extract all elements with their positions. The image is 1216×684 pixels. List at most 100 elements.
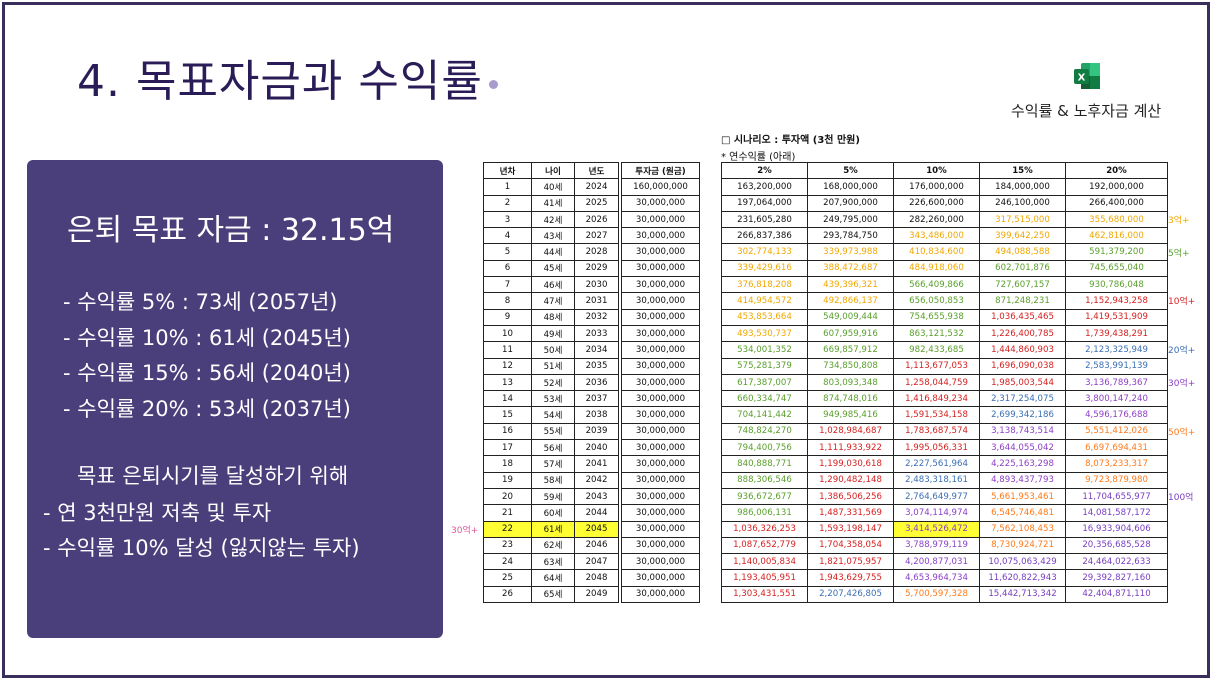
cell-value: 2,123,325,949	[1065, 341, 1168, 359]
cell-value: 2,317,254,075	[979, 390, 1066, 408]
cell-age: 43세	[531, 227, 575, 245]
title-text: 4. 목표자금과 수익률	[77, 56, 483, 107]
cell-value: 803,093,348	[807, 373, 894, 392]
cell-value: 15,442,713,342	[979, 585, 1066, 604]
cell-n: 3	[483, 210, 532, 229]
cell-value: 176,000,000	[893, 178, 980, 196]
table-row: 840,888,771 1,199,030,618 2,227,561,964 4,2…	[721, 455, 1168, 473]
table-row: 8 47세 2031	[483, 292, 619, 310]
cell-year: 2044	[574, 504, 619, 522]
table-row: 10 49세 2033	[483, 324, 619, 343]
table-row: 13 52세 2036	[483, 373, 619, 392]
table-row: 575,281,379 734,850,808 1,113,677,053 1,696…	[721, 357, 1168, 375]
aim-title: 목표 은퇴시기를 달성하기 위해	[77, 464, 349, 488]
table-row: 30,000,000	[621, 194, 700, 212]
cell-value: 1,226,400,785	[979, 324, 1066, 343]
cell-invest: 30,000,000	[621, 487, 700, 506]
header-invest: 투자금 (원금)	[621, 161, 700, 180]
cell-age: 59세	[531, 487, 575, 506]
scenario-subtitle: * 연수익률 (아래)	[721, 152, 796, 163]
table-row: 4 43세 2027	[483, 227, 619, 245]
table-row: 30,000,000	[621, 422, 700, 441]
cell-value: 2,583,991,139	[1065, 357, 1168, 375]
cell-value: 184,000,000	[979, 178, 1066, 196]
cell-value: 11,620,822,943	[979, 569, 1066, 587]
cell-value: 3,138,743,514	[979, 422, 1066, 441]
cell-value: 2,764,649,977	[893, 487, 980, 506]
cell-value: 1,985,003,544	[979, 373, 1066, 392]
rate-item: - 수익률 10% : 61세 (2045년)	[63, 325, 351, 350]
table-row: 748,824,270 1,028,984,687 1,783,687,574 3,1…	[721, 422, 1168, 441]
cell-age: 58세	[531, 471, 575, 489]
cell-n: 24	[483, 553, 532, 571]
cell-value: 4,653,964,734	[893, 569, 980, 587]
cell-n: 11	[483, 341, 532, 359]
cell-value: 949,985,416	[807, 406, 894, 424]
table-row: 1,193,405,951 1,943,629,755 4,653,964,734 1…	[721, 569, 1168, 587]
cell-invest: 30,000,000	[621, 259, 700, 278]
table-row: 1,036,326,253 1,593,198,147 3,414,526,472 7…	[721, 520, 1168, 538]
rates-list: - 수익률 5% : 73세 (2057년) - 수익률 10% : 61세 (…	[63, 285, 351, 427]
table-row: 30,000,000	[621, 406, 700, 424]
cell-value: 5,700,597,328	[893, 585, 980, 604]
aim-list: - 연 3천만원 저축 및 투자 - 수익률 10% 달성 (잃지않는 투자)	[43, 496, 360, 566]
cell-n: 9	[483, 308, 532, 326]
cell-n: 17	[483, 439, 532, 457]
table-row: 30,000,000	[621, 504, 700, 522]
excel-label[interactable]: 수익률 & 노후자금 계산	[1011, 102, 1162, 120]
invest-table: 투자금 (원금) 160,000,000 30,000,000 30,000,000…	[621, 161, 700, 604]
cell-value: 4,893,437,793	[979, 471, 1066, 489]
table-row: 534,001,352 669,857,912 982,433,685 1,444,8…	[721, 341, 1168, 359]
cell-value: 660,334,747	[721, 390, 808, 408]
cell-invest: 30,000,000	[621, 243, 700, 261]
cell-invest: 30,000,000	[621, 373, 700, 392]
cell-value: 5,551,412,026	[1065, 422, 1168, 441]
table-row: 30,000,000	[621, 243, 700, 261]
cell-year: 2042	[574, 471, 619, 489]
cell-value: 14,081,587,172	[1065, 504, 1168, 522]
returns-table: 2% 5% 10% 15% 20% 163,200,000 168,000,000…	[721, 161, 1168, 604]
cell-value: 494,088,588	[979, 243, 1066, 261]
table-row: 30,000,000	[621, 585, 700, 604]
cell-n: 14	[483, 390, 532, 408]
cell-value: 4,200,877,031	[893, 553, 980, 571]
cell-n: 8	[483, 292, 532, 310]
cell-value: 231,605,280	[721, 210, 808, 229]
cell-value: 29,392,827,160	[1065, 569, 1168, 587]
table-row: 231,605,280 249,795,000 282,260,000 317,515…	[721, 210, 1168, 229]
cell-year: 2037	[574, 390, 619, 408]
table-row: 376,818,208 439,396,321 566,409,866 727,607…	[721, 276, 1168, 294]
cell-year: 2030	[574, 276, 619, 294]
table-row: 660,334,747 874,748,016 1,416,849,234 2,317…	[721, 390, 1168, 408]
table-row: 2 41세 2025	[483, 194, 619, 212]
table-row: 30,000,000	[621, 259, 700, 278]
table-row: 16 55세 2039	[483, 422, 619, 441]
table-row: 30,000,000	[621, 276, 700, 294]
cell-year: 2045	[574, 520, 619, 538]
cell-value: 42,404,871,110	[1065, 585, 1168, 604]
cell-year: 2033	[574, 324, 619, 343]
cell-age: 41세	[531, 194, 575, 212]
cell-value: 863,121,532	[893, 324, 980, 343]
cell-value: 727,607,157	[979, 276, 1066, 294]
cell-age: 54세	[531, 406, 575, 424]
cell-value: 1,036,326,253	[721, 520, 808, 538]
tier-mark: 20억+	[1168, 346, 1196, 357]
table-row: 30,000,000	[621, 487, 700, 506]
table-row: 414,954,572 492,866,137 656,050,853 871,248…	[721, 292, 1168, 310]
cell-n: 5	[483, 243, 532, 261]
cell-n: 19	[483, 471, 532, 489]
cell-value: 4,225,163,298	[979, 455, 1066, 473]
excel-icon[interactable]: X	[1071, 60, 1103, 92]
cell-value: 462,816,000	[1065, 227, 1168, 245]
table-row: 30,000,000	[621, 569, 700, 587]
cell-invest: 30,000,000	[621, 308, 700, 326]
cell-value: 399,642,250	[979, 227, 1066, 245]
cell-value: 3,788,979,119	[893, 536, 980, 555]
tier-mark: 30억+	[1168, 378, 1196, 389]
cell-year: 2027	[574, 227, 619, 245]
cell-value: 3,074,114,974	[893, 504, 980, 522]
cell-year: 2043	[574, 487, 619, 506]
cell-value: 1,199,030,618	[807, 455, 894, 473]
cell-value: 986,006,131	[721, 504, 808, 522]
